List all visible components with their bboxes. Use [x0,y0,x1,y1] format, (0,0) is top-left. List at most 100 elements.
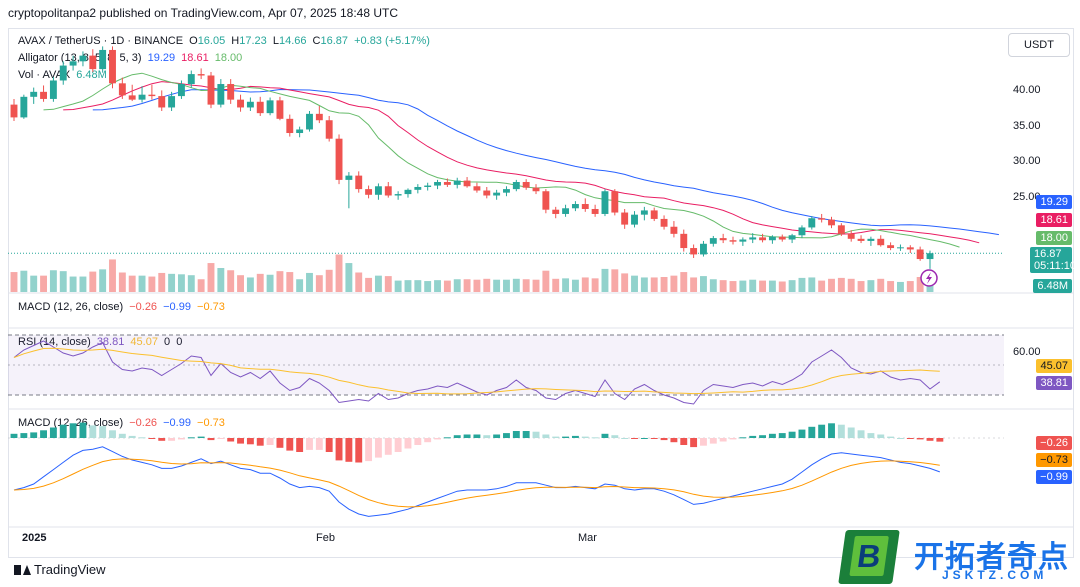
volume-bar [709,279,717,292]
macd-histogram-bar [345,438,353,462]
macd-histogram-bar [916,438,924,440]
candle-body [581,204,589,209]
macd-histogram-bar [808,426,816,438]
symbol-label[interactable]: AVAX / TetherUS · 1D · BINANCE [18,35,184,47]
candle-body [552,209,560,214]
macd-histogram-bar [365,438,373,462]
candle-body [148,94,156,97]
candle-body [631,214,638,225]
macd-histogram-bar [680,438,688,445]
volume-bar [217,268,225,292]
volume-bar [493,279,501,292]
y-tick-label: 40.00 [1013,84,1041,96]
macd-histogram-bar [187,437,195,439]
volume-bar [434,280,441,292]
volume-bar [631,275,638,292]
candle-body [227,84,235,100]
volume-bar [847,278,855,292]
macd-histogram-bar [453,435,461,438]
candle-body [808,218,816,228]
macd-histogram-bar [887,436,895,438]
macd-histogram-bar [414,438,422,445]
candle-body [522,182,530,188]
alligator-teeth-line [63,81,980,244]
alligator-jaw-value: 19.29 [147,52,176,64]
candle-body [109,49,116,84]
alligator-lips-value: 18.00 [214,52,243,64]
volume-bar [660,277,668,292]
candle-body [384,186,392,196]
lightning-icon[interactable] [920,269,938,287]
rsi-extra-value-1: 0 [164,336,171,348]
close-label: C [312,35,321,47]
rsi-legend[interactable]: RSI (14, close) 38.81 45.07 0 0 [18,336,185,348]
candle-body [118,83,126,96]
candle-body [207,75,215,105]
macd-histogram-bar [778,433,786,438]
macd-histogram-bar [306,438,313,450]
candle-body [571,204,579,209]
macd-histogram-bar [788,431,796,438]
macd-histogram-bar [99,426,107,438]
volume-bar [424,281,432,292]
volume-bar [670,275,678,292]
macd-histogram-bar [837,424,845,438]
candle-body [256,101,264,114]
macd2-label: MACD (12, 26, close) [18,417,124,429]
rsi-ma-value: 45.07 [130,336,158,348]
currency-button[interactable]: USDT [1008,33,1070,57]
volume-legend[interactable]: Vol · AVAX 6.48M [18,69,110,81]
candle-body [768,236,776,241]
volume-bar [857,281,865,292]
volume-bar [197,279,205,292]
candle-body [443,182,451,185]
macd-histogram-bar [877,434,885,438]
volume-bar [887,281,895,292]
volume-bar [148,276,156,292]
volume-bar [276,271,284,292]
candle-body [759,237,767,241]
candle-body [690,248,698,255]
macd-histogram-bar [266,438,274,445]
tradingview-logo-icon [14,564,31,575]
candle-body [788,235,796,240]
macd-histogram-bar [670,438,678,443]
macd-histogram-bar [424,438,432,443]
rsi-extra-value-2: 0 [176,336,183,348]
volume-bar [542,270,550,292]
macd-histogram-bar [276,438,284,448]
macd-histogram-bar [138,437,146,439]
macd-histogram-bar [650,438,658,439]
volume-bar [335,254,343,292]
volume-bar [739,280,747,292]
candle-body [404,189,412,195]
macd-histogram-bar [40,430,47,438]
macd-histogram-bar [631,438,638,439]
macd1-legend[interactable]: MACD (12, 26, close) −0.26 −0.99 −0.73 [18,301,228,313]
brand-footer[interactable]: TradingView [14,562,106,577]
candle-body [20,96,28,118]
volume-bar [109,259,116,292]
volume-bar [20,270,28,292]
macd-histogram-bar [493,434,501,438]
macd-line [13,446,940,517]
low-label: L [272,35,279,47]
candle-body [897,247,904,249]
candle-body [867,238,875,241]
macd-histogram-bar [739,437,747,439]
x-tick-label: Mar [578,532,597,544]
rsi-ma-line [13,347,940,395]
y-tick-label: 25.00 [1013,191,1041,203]
alligator-jaw-line [92,88,999,236]
candle-body [30,91,38,97]
volume-bar [49,270,57,292]
candle-body [187,74,195,85]
alligator-lips-line [43,72,960,248]
y-tick-label: 30.00 [1013,155,1041,167]
macd2-legend[interactable]: MACD (12, 26, close) −0.26 −0.99 −0.73 [18,417,228,429]
candle-body [374,186,382,195]
candle-body [217,84,225,105]
macd-histogram-bar [867,433,875,438]
volume-bars [10,254,934,292]
